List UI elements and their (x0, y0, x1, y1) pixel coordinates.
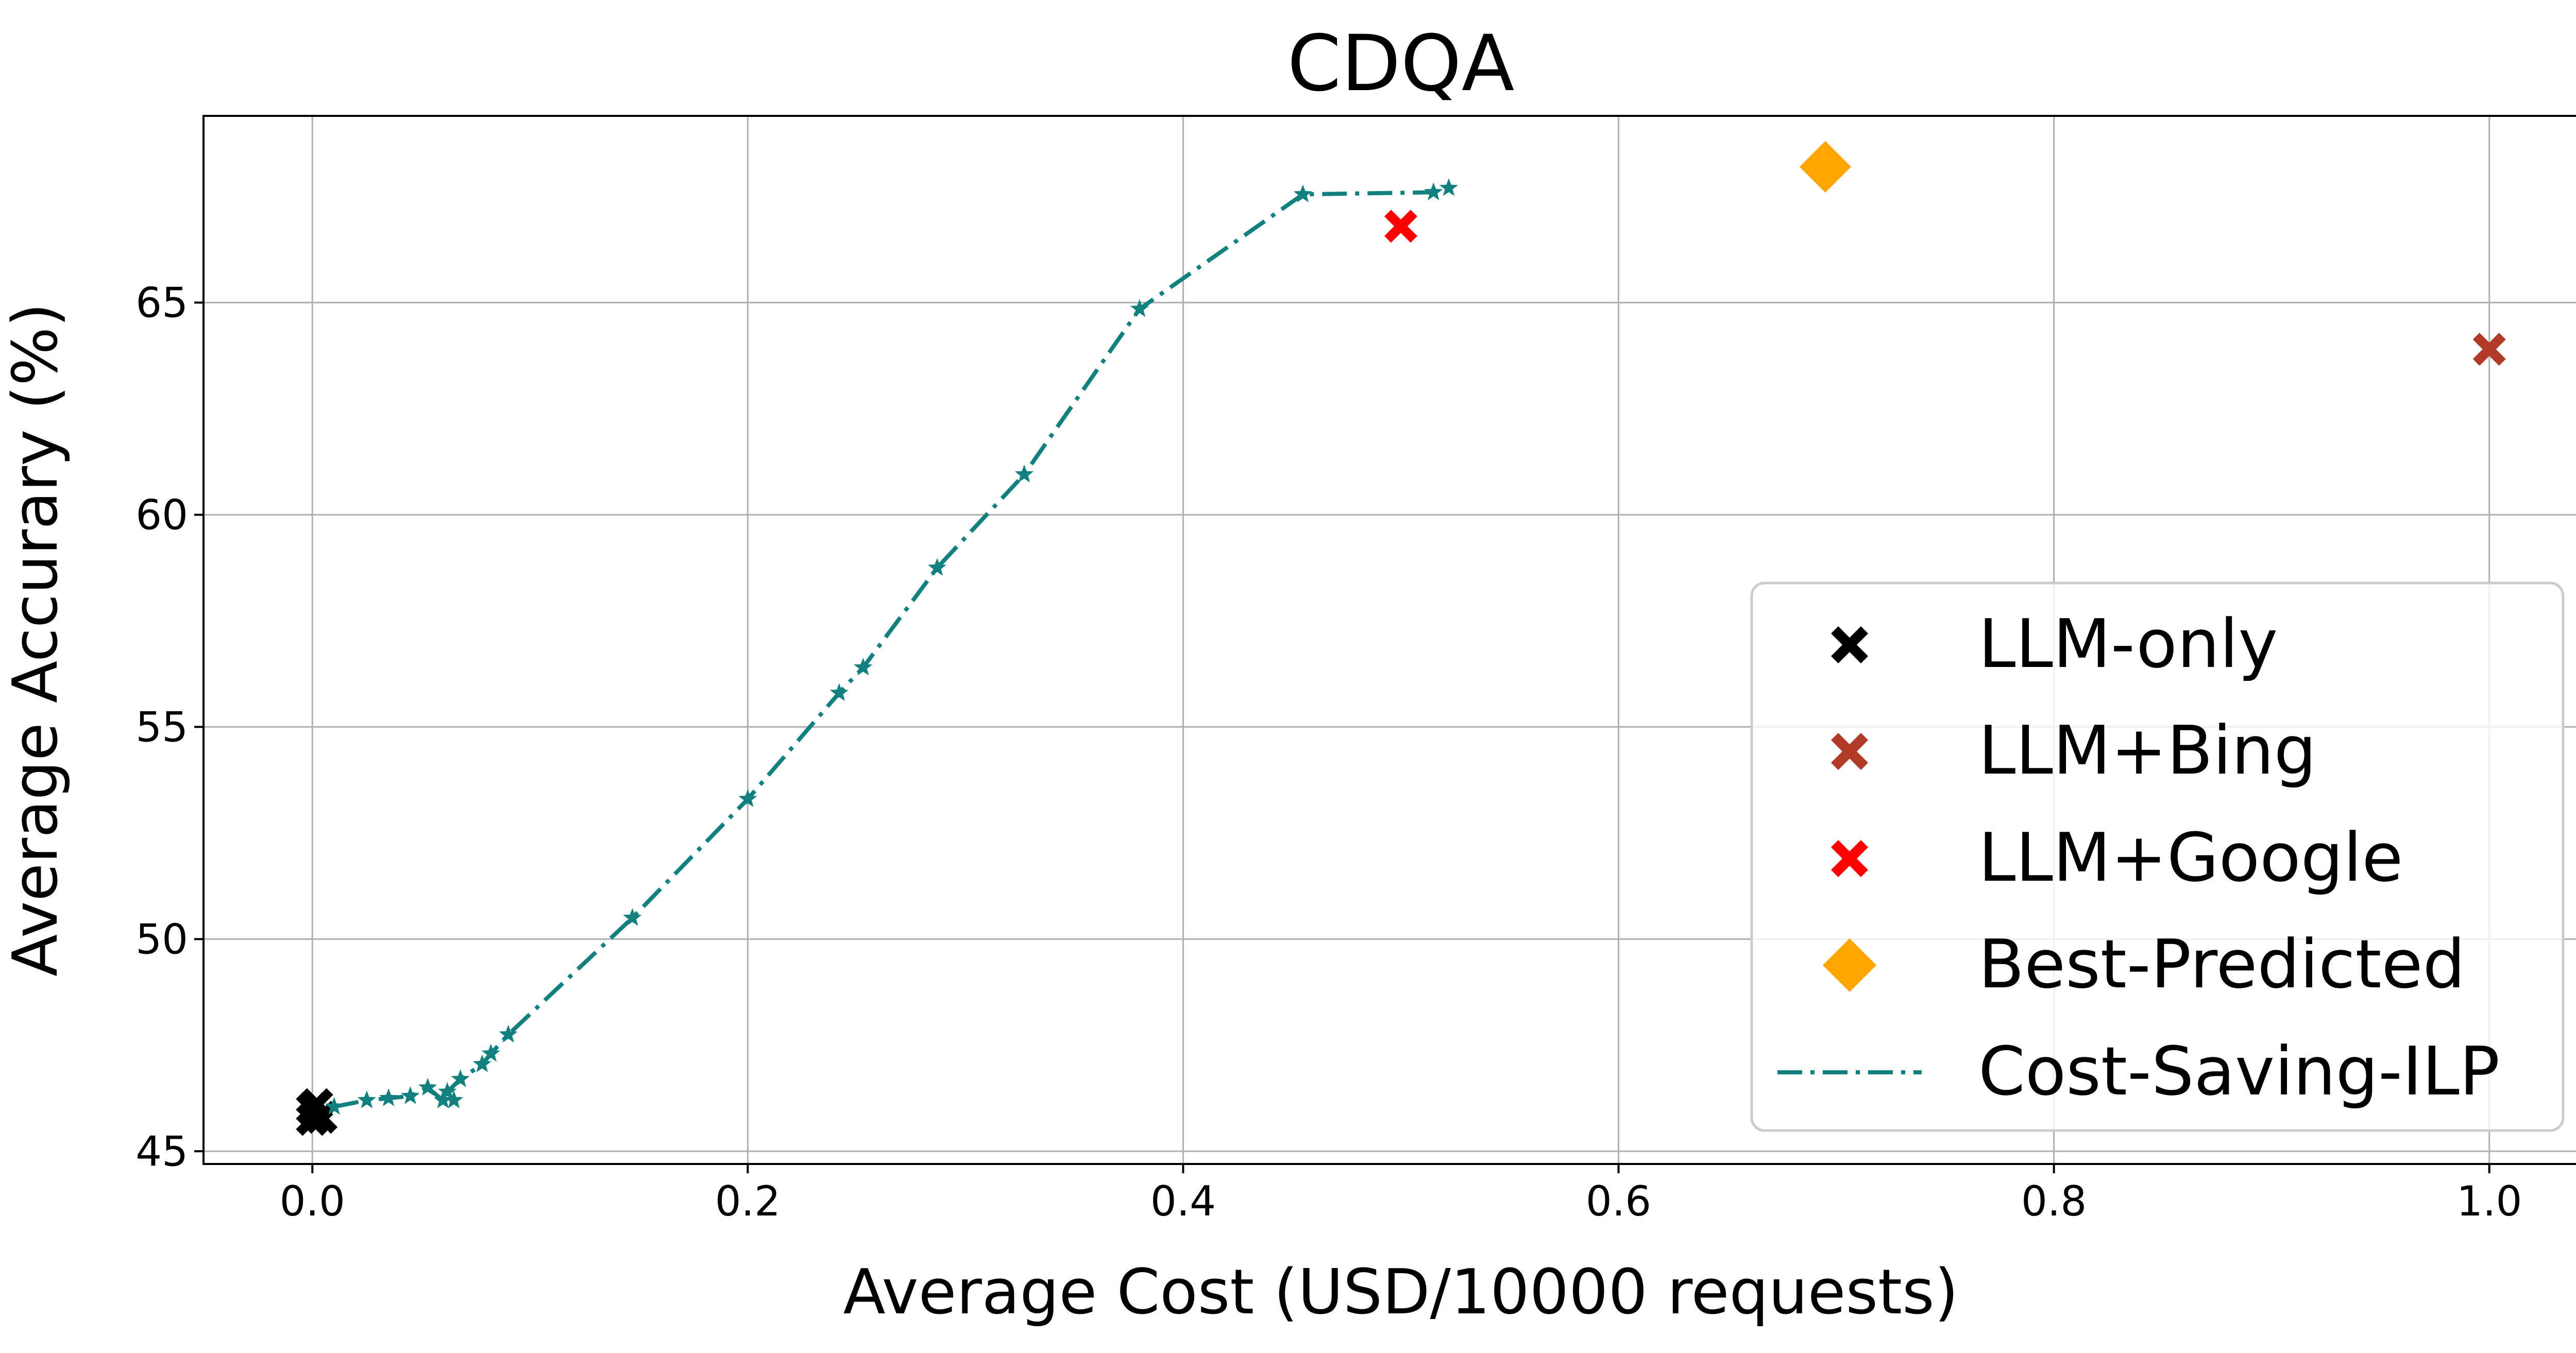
ilp-point (357, 1090, 376, 1108)
legend-marker-llm-google (1831, 840, 1868, 877)
ilp-line (333, 186, 1450, 1109)
legend-marker-best-predicted (1823, 938, 1876, 992)
ilp-point (927, 558, 946, 576)
ilp-point (401, 1086, 420, 1104)
legend-label-best-predicted: Best-Predicted (1978, 925, 2465, 1003)
y-axis-label: Average Accurary (%) (0, 303, 72, 977)
legend-box (1750, 581, 2565, 1132)
x-axis-label: Average Cost (USD/10000 requests) (843, 1257, 1959, 1328)
legend-markers (1777, 626, 1922, 1074)
x-tick-label: 0.8 (2021, 1177, 2087, 1225)
ilp-point (738, 789, 757, 807)
x-tick-label: 0.6 (1586, 1177, 1651, 1225)
legend-label-llm-only: LLM-only (1978, 605, 2278, 683)
ilp-point (379, 1088, 398, 1106)
x-tick-label: 0.4 (1150, 1177, 1216, 1225)
ilp-point (1439, 178, 1458, 196)
ilp-point (829, 683, 849, 701)
ilp-point (444, 1090, 463, 1108)
legend-label-llm-google: LLM+Google (1978, 818, 2403, 897)
ilp-point (499, 1024, 518, 1043)
ilp-point (325, 1097, 344, 1115)
ilp-point (451, 1069, 470, 1087)
scatter-point (2472, 333, 2506, 366)
plot-series (296, 141, 2506, 1136)
y-tick-label: 45 (135, 1127, 188, 1175)
ilp-point (1293, 184, 1312, 202)
x-tick-label: 0.2 (715, 1177, 781, 1225)
x-tick-label: 1.0 (2456, 1177, 2522, 1225)
ilp-point (1130, 299, 1149, 317)
y-tick-label: 65 (135, 279, 188, 327)
y-tick-label: 60 (135, 491, 188, 539)
scatter-point (1384, 210, 1417, 243)
ilp-point (623, 908, 642, 926)
legend-marker-llm-bing (1831, 733, 1868, 770)
ilp-point (1014, 465, 1034, 483)
y-tick-label: 55 (135, 703, 188, 751)
legend: LLM-only LLM+Bing LLM+Google Best-Predic… (1750, 581, 2565, 1132)
axis-ticks: 0.0 0.2 0.4 0.6 0.8 1.0 45 50 55 60 65 (135, 279, 2522, 1225)
plot-frame (202, 115, 2576, 1165)
chart-title: CDQA (1287, 19, 1515, 109)
scatter-point (296, 1103, 329, 1136)
ilp-point (438, 1082, 457, 1100)
legend-label-cost-saving-ilp: Cost-Saving-ILP (1978, 1032, 2500, 1110)
legend-marker-llm-only (1831, 626, 1868, 663)
ilp-point (472, 1054, 492, 1072)
best-predicted-point (1799, 141, 1851, 193)
legend-label-llm-bing: LLM+Bing (1978, 711, 2316, 790)
ilp-point (854, 658, 873, 676)
ilp-point (481, 1043, 500, 1062)
ilp-point (1424, 182, 1443, 200)
ilp-point (433, 1090, 452, 1108)
x-tick-label: 0.0 (280, 1177, 345, 1225)
ilp-point (418, 1077, 437, 1096)
y-tick-label: 50 (135, 915, 188, 963)
